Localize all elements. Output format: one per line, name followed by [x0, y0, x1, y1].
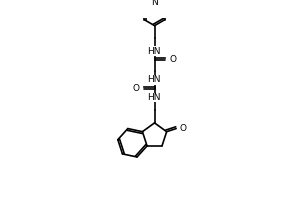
Text: HN: HN	[147, 93, 160, 102]
Text: HN: HN	[147, 47, 160, 56]
Text: N: N	[151, 0, 158, 7]
Text: O: O	[132, 84, 139, 93]
Text: O: O	[170, 55, 177, 64]
Text: O: O	[180, 124, 187, 133]
Text: HN: HN	[147, 75, 160, 84]
